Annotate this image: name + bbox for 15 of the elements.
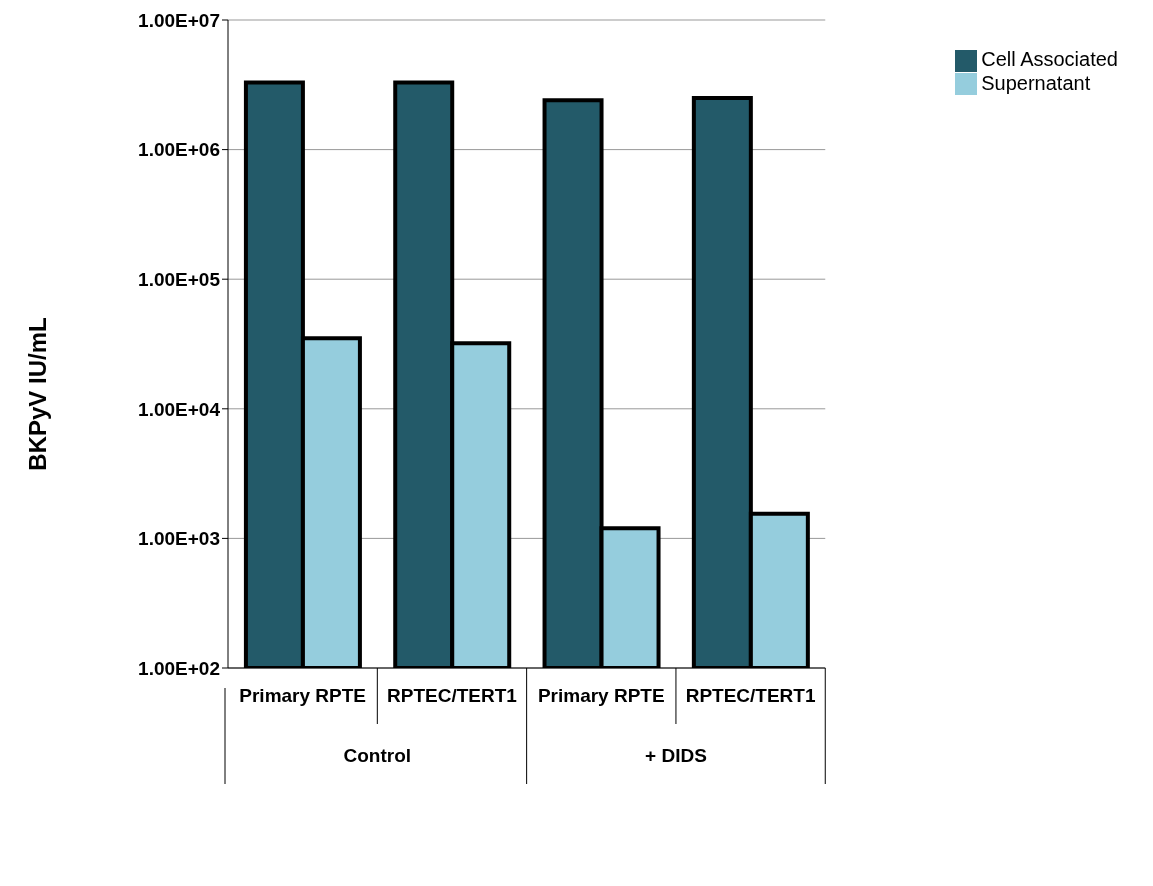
- x-tick-label: Primary RPTE: [537, 685, 665, 706]
- x-tick-label: RPTEC/TERT1: [387, 685, 518, 706]
- y-tick-label: 1.00E+03: [138, 528, 220, 550]
- y-tick-label: 1.00E+06: [138, 139, 220, 161]
- y-tick-label: 1.00E+04: [138, 398, 221, 420]
- legend-label: Supernatant: [981, 71, 1091, 94]
- y-axis-title: BKPyV IU/mL: [24, 317, 52, 471]
- y-tick-label: 1.00E+05: [138, 268, 221, 290]
- x-tick-label: Primary RPTE: [239, 685, 367, 706]
- x-tick-label: RPTEC/TERT1: [685, 685, 816, 706]
- text: + DIDS: [645, 745, 707, 766]
- legend-label: Cell Associated: [981, 48, 1118, 70]
- text: Control: [343, 745, 412, 766]
- y-tick-label: 1.00E+07: [138, 9, 220, 31]
- y-tick-label: 1.00E+02: [138, 657, 220, 679]
